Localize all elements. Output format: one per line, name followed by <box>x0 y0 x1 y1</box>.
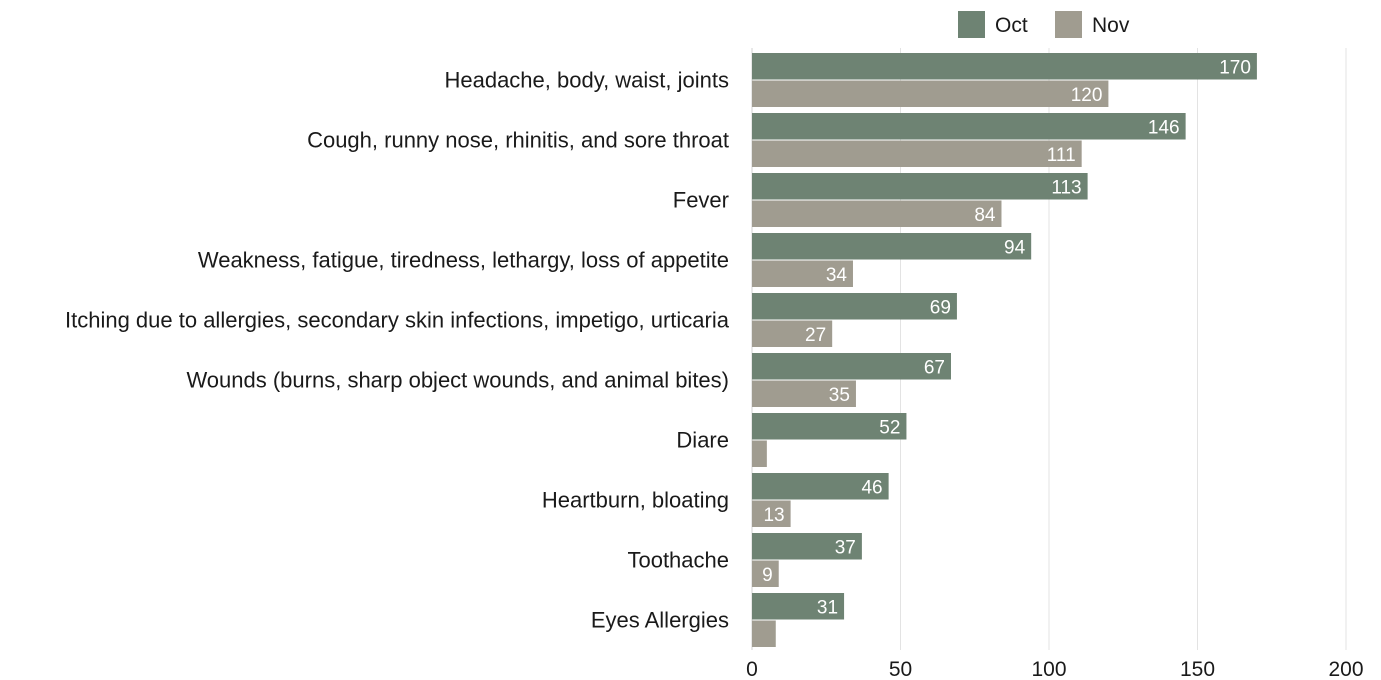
x-tick-label: 150 <box>1180 658 1215 680</box>
data-label: 9 <box>762 565 773 586</box>
data-label: 46 <box>861 477 882 498</box>
bar-nov <box>752 620 776 647</box>
category-label: Fever <box>673 188 729 213</box>
bar-oct <box>752 173 1088 200</box>
legend-swatch-nov <box>1055 11 1082 38</box>
x-tick-label: 0 <box>746 658 758 680</box>
category-label: Heartburn, bloating <box>542 488 729 513</box>
data-label: 120 <box>1071 85 1103 106</box>
bar-nov <box>752 260 853 287</box>
data-label: 84 <box>974 205 996 226</box>
category-label: Eyes Allergies <box>591 608 729 633</box>
x-tick-label: 50 <box>889 658 912 680</box>
category-label: Cough, runny nose, rhinitis, and sore th… <box>307 128 729 153</box>
bar-nov <box>752 440 767 467</box>
bar-oct <box>752 53 1257 80</box>
category-label: Diare <box>676 428 729 453</box>
bar-nov <box>752 560 779 587</box>
bar-nov <box>752 140 1082 167</box>
bar-nov <box>752 500 791 527</box>
bars: 170 120 146 111 113 84 94 34 69 27 67 35 52 46 13 37 9 31 <box>752 53 1257 647</box>
data-label: 13 <box>763 505 784 526</box>
bar-oct <box>752 353 951 380</box>
data-label: 37 <box>835 537 856 558</box>
category-label: Itching due to allergies, secondary skin… <box>65 308 730 333</box>
bar-oct <box>752 593 845 620</box>
bar-nov <box>752 380 856 407</box>
data-label: 52 <box>879 417 900 438</box>
bar-oct <box>752 413 907 440</box>
legend: Oct Nov <box>958 11 1130 38</box>
category-label: Headache, body, waist, joints <box>444 68 729 93</box>
data-label: 146 <box>1148 117 1180 138</box>
category-label: Toothache <box>627 548 729 573</box>
bar-nov <box>752 320 833 347</box>
data-label: 67 <box>924 357 945 378</box>
data-label: 69 <box>930 297 951 318</box>
category-labels: Headache, body, waist, joints Cough, runn… <box>65 68 730 633</box>
data-label: 113 <box>1051 177 1081 198</box>
x-tick-label: 200 <box>1328 658 1363 680</box>
legend-label-oct: Oct <box>995 14 1028 37</box>
bar-oct <box>752 233 1032 260</box>
bar-oct <box>752 473 889 500</box>
x-tick-label: 100 <box>1031 658 1066 680</box>
bar-oct <box>752 533 862 560</box>
data-label: 34 <box>826 265 848 286</box>
data-label: 94 <box>1004 237 1026 258</box>
bar-nov <box>752 80 1109 107</box>
legend-swatch-oct <box>958 11 985 38</box>
bar-oct <box>752 293 957 320</box>
data-label: 27 <box>805 325 826 346</box>
data-label: 31 <box>817 597 838 618</box>
data-label: 35 <box>829 385 850 406</box>
bar-oct <box>752 113 1186 140</box>
legend-label-nov: Nov <box>1092 14 1130 37</box>
bar-nov <box>752 200 1002 227</box>
data-label: 111 <box>1047 145 1076 166</box>
x-axis-ticks: 0 50 100 150 200 <box>746 658 1363 680</box>
category-label: Wounds (burns, sharp object wounds, and … <box>186 368 729 393</box>
category-label: Weakness, fatigue, tiredness, lethargy, … <box>198 248 729 273</box>
data-label: 170 <box>1219 57 1251 78</box>
